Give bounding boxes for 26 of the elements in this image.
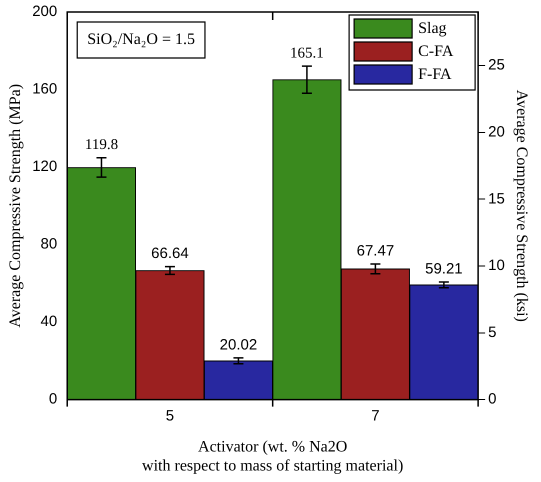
y2-tick-label: 15 [488, 190, 505, 208]
legend-label: F-FA [418, 66, 452, 84]
y2-axis-title: Average Compressive Strength (ksi) [513, 90, 530, 322]
data-label: 165.1 [290, 46, 324, 62]
legend-label: Slag [418, 20, 447, 38]
x-axis-title: Activator (wt. % Na2O with respect to mass of starting material) [142, 438, 404, 475]
y-tick-label: 120 [32, 158, 58, 176]
y-tick-label: 80 [40, 236, 58, 253]
y2-tick-label: 5 [488, 324, 496, 341]
y-tick-label: 160 [32, 80, 58, 98]
y2-tick-label: 20 [488, 123, 505, 140]
x-tick-label: 7 [371, 408, 380, 425]
y-axis-title: Average Compressive Strength (MPa) [6, 84, 24, 328]
data-label: 66.64 [151, 245, 189, 262]
y-tick-label: 200 [32, 3, 58, 20]
y2-tick-label: 10 [488, 257, 505, 274]
y2-tick-label: 0 [488, 390, 496, 408]
legend-label: C-FA [418, 43, 454, 60]
data-label: 20.02 [220, 336, 258, 354]
data-label: 67.47 [356, 242, 394, 260]
y2-tick-label: 25 [488, 56, 505, 74]
annotation: SiO₂/Na₂O = 1.5 [87, 31, 195, 48]
y-tick-label: 0 [48, 390, 58, 408]
data-label: 119.8 [84, 137, 118, 154]
y-tick-label: 40 [40, 313, 58, 330]
data-label: 59.21 [425, 260, 463, 278]
